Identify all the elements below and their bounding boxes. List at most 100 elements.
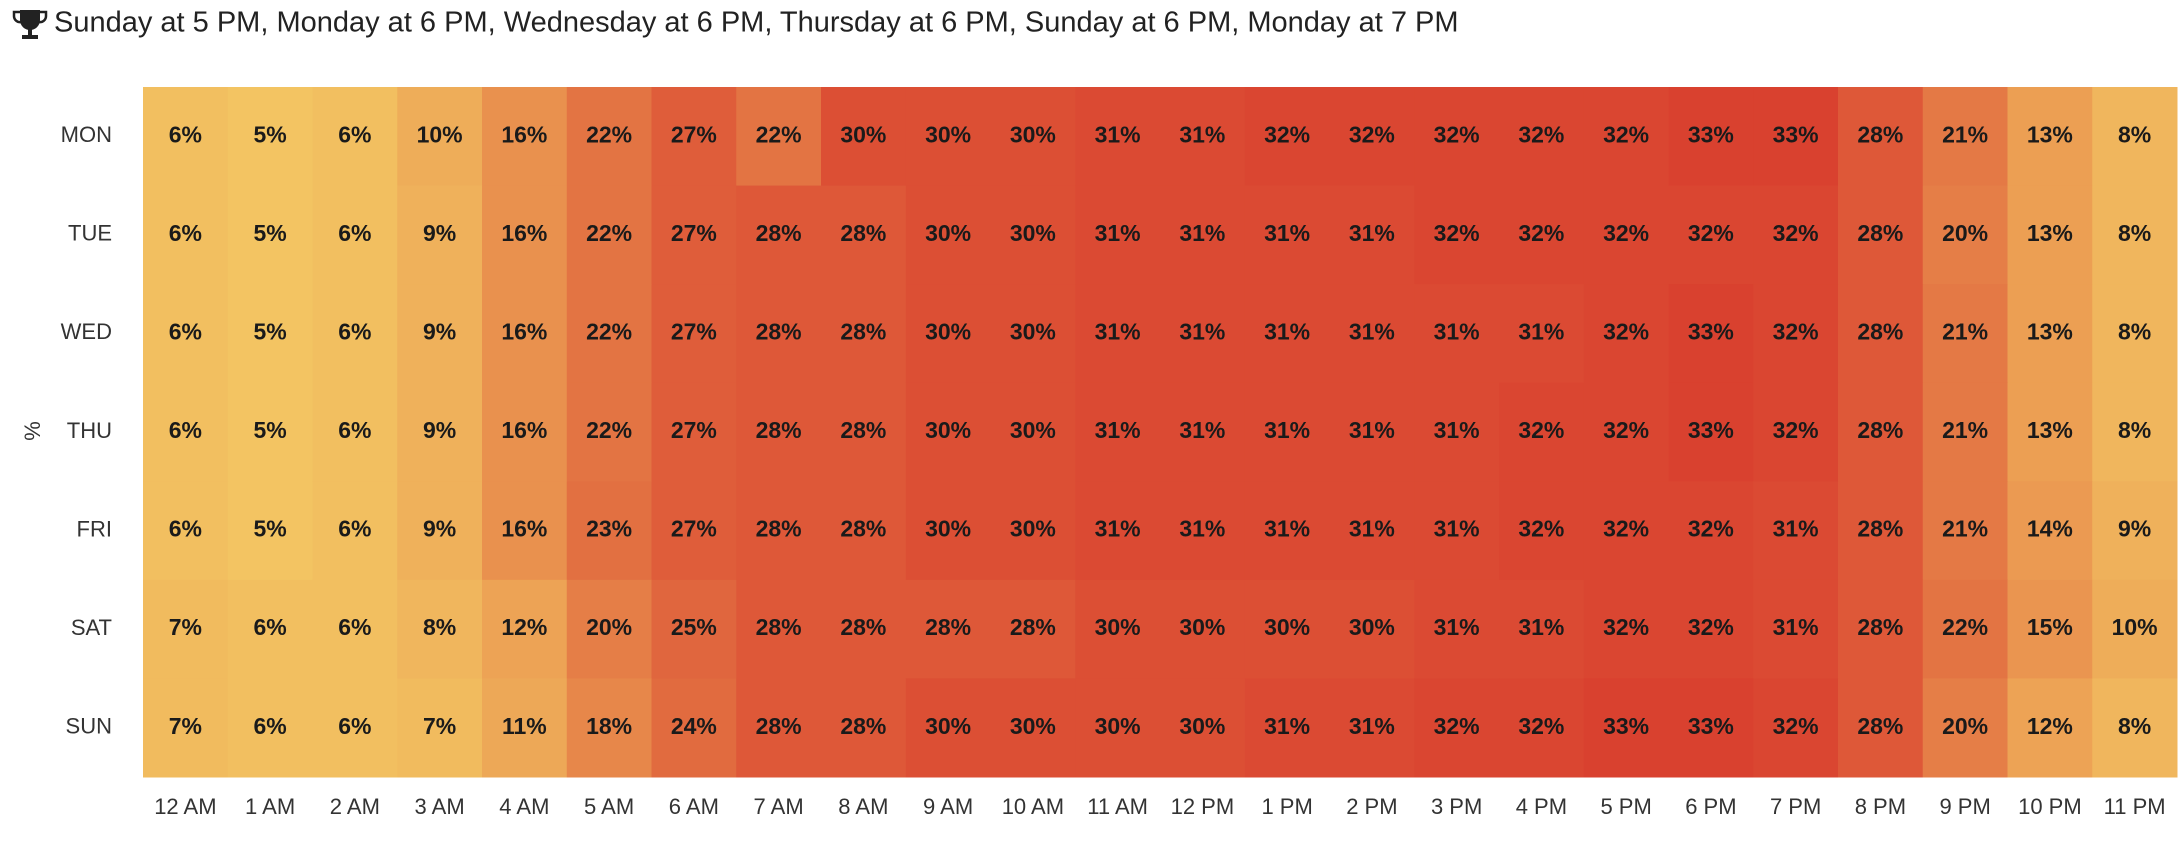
cell-label: 30% [1179,713,1225,739]
heatmap-cell [905,185,991,285]
cell-label: 31% [1095,417,1141,443]
cell-label: 31% [1349,516,1395,542]
cell-label: 5% [254,319,287,345]
cell-label: 28% [840,614,886,640]
cell-label: 31% [1773,516,1819,542]
heatmap-cell [566,87,652,187]
heatmap-cell [990,382,1076,482]
cell-label: 28% [1857,319,1903,345]
cell-label: 30% [840,121,886,147]
cell-label: 6% [338,516,371,542]
cell-label: 32% [1518,713,1564,739]
cell-label: 16% [501,516,547,542]
heatmap-cell [1244,382,1330,482]
cell-label: 30% [1264,614,1310,640]
heatmap-cell [1329,284,1415,384]
heatmap-cell [2092,678,2178,778]
x-tick-label: 11 PM [2104,794,2166,819]
cell-label: 6% [254,713,287,739]
heatmap-cell [1414,185,1500,285]
heatmap-cell [1668,284,1754,384]
heatmap-cell [1244,481,1330,581]
cell-label: 20% [1942,220,1988,246]
cell-label: 16% [501,417,547,443]
cell-label: 22% [586,121,632,147]
cell-label: 31% [1095,121,1141,147]
cell-label: 6% [338,614,371,640]
x-tick-label: 9 AM [923,794,973,819]
heatmap-cell [651,382,737,482]
heatmap-cell [1753,185,1839,285]
heatmap-cell [566,382,652,482]
heatmap-cell [990,87,1076,187]
cell-label: 32% [1773,417,1819,443]
heatmap-cell [1075,382,1161,482]
heatmap-cell [312,382,398,482]
heatmap-cell [1583,678,1669,778]
heatmap-cell [566,678,652,778]
cell-label: 32% [1603,319,1649,345]
heatmap-cell [2007,678,2093,778]
cell-label: 32% [1773,220,1819,246]
cell-label: 28% [925,614,971,640]
heatmap-cell [905,579,991,679]
heatmap-cell [905,87,991,187]
cell-label: 31% [1264,713,1310,739]
heatmap-cell [1753,579,1839,679]
x-tick-label: 7 AM [754,794,804,819]
cell-label: 9% [2118,516,2151,542]
cell-label: 31% [1095,319,1141,345]
cell-label: 8% [2118,319,2151,345]
cell-label: 6% [338,121,371,147]
x-tick-label: 12 AM [154,794,216,819]
heatmap-cell [2092,284,2178,384]
cell-label: 6% [338,417,371,443]
heatmap-cell [1244,678,1330,778]
heatmap-cell [566,185,652,285]
cell-label: 9% [423,319,456,345]
y-tick-label: TUE [68,221,112,246]
x-tick-label: 5 PM [1600,794,1651,819]
heatmap-cell [990,579,1076,679]
heatmap-cell [1838,87,1924,187]
cell-label: 32% [1434,713,1480,739]
cell-label: 24% [671,713,717,739]
cell-label: 21% [1942,516,1988,542]
cell-label: 31% [1518,319,1564,345]
heatmap-cell [2007,382,2093,482]
heatmap-cell [1075,678,1161,778]
cell-label: 28% [840,417,886,443]
cell-label: 30% [1010,220,1056,246]
cell-label: 28% [840,516,886,542]
heatmap-cell [1329,481,1415,581]
y-axis-label: % [20,421,45,441]
cell-label: 23% [586,516,632,542]
heatmap-cell [1075,284,1161,384]
x-tick-label: 10 PM [2018,794,2082,819]
heatmap-cell [651,678,737,778]
heatmap-cell [736,579,822,679]
heatmap-cell [1414,678,1500,778]
trophy-icon [12,10,48,39]
cell-label: 30% [1095,614,1141,640]
heatmap-cell [736,185,822,285]
heatmap-cell [1922,382,2008,482]
heatmap-cell [736,382,822,482]
heatmap-cell [2007,185,2093,285]
heatmap-cell [821,87,907,187]
heatmap-cell [1838,579,1924,679]
heatmap-cell [397,678,483,778]
heatmap-cell [1075,579,1161,679]
cell-label: 27% [671,516,717,542]
cell-label: 28% [1857,121,1903,147]
cell-label: 32% [1518,516,1564,542]
cell-label: 31% [1264,220,1310,246]
x-tick-label: 3 AM [415,794,465,819]
cell-label: 20% [1942,713,1988,739]
cell-label: 28% [1010,614,1056,640]
heatmap-cell [821,579,907,679]
x-tick-label: 9 PM [1939,794,1990,819]
cell-label: 32% [1688,614,1734,640]
cell-label: 14% [2027,516,2073,542]
cell-label: 30% [1010,319,1056,345]
